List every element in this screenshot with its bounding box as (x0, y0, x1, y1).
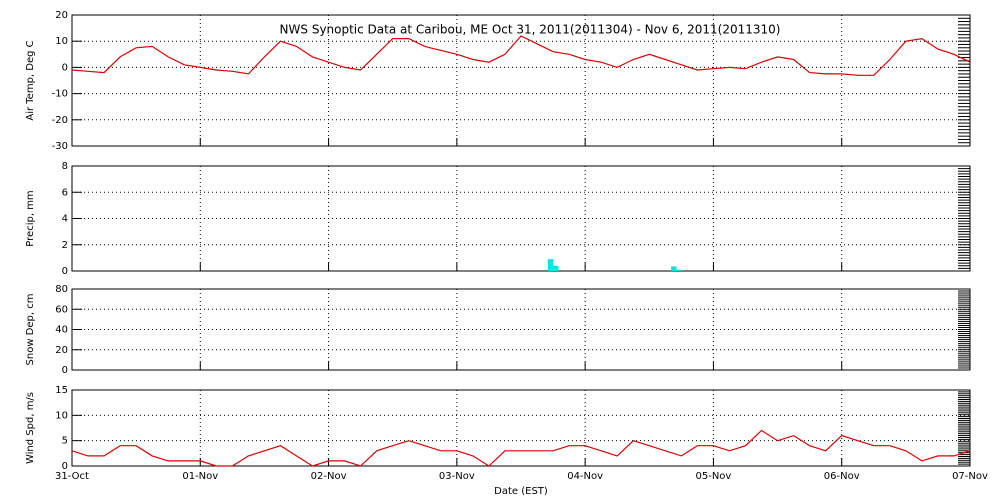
x-tick-label: 01-Nov (182, 471, 218, 482)
data-line (71, 35, 971, 76)
y-tick-label: 20 (55, 10, 68, 21)
y-tick-label: -10 (52, 89, 68, 100)
y-tick-label: 40 (55, 325, 68, 336)
y-axis-label: Snow Dep, cm (25, 294, 36, 366)
y-tick-label: -20 (52, 115, 68, 126)
y-tick-label: 15 (55, 385, 68, 396)
bar (676, 269, 682, 271)
x-tick-label: 05-Nov (695, 471, 731, 482)
x-tick-label: 06-Nov (824, 471, 860, 482)
y-tick-label: 10 (55, 410, 68, 421)
x-tick-label: 07-Nov (952, 471, 988, 482)
y-tick-label: 0 (62, 266, 68, 277)
plot-frame (71, 389, 971, 467)
y-tick-label: -30 (52, 141, 68, 152)
y-tick-label: 8 (62, 161, 68, 172)
x-tick-label: 03-Nov (439, 471, 475, 482)
y-axis-label: Wind Spd, m/s (25, 392, 36, 464)
y-tick-label: 20 (55, 345, 68, 356)
y-tick-label: 0 (62, 365, 68, 376)
data-line (71, 429, 971, 467)
x-tick-label: 04-Nov (567, 471, 603, 482)
y-axis-label: Air Temp, Deg C (25, 40, 36, 120)
y-tick-label: 60 (55, 304, 68, 315)
bar (553, 265, 559, 271)
y-tick-label: 6 (62, 187, 68, 198)
y-tick-label: 80 (55, 284, 68, 295)
y-tick-label: 0 (62, 461, 68, 472)
y-tick-label: 0 (62, 62, 68, 73)
y-tick-label: 5 (62, 436, 68, 447)
y-tick-label: 2 (62, 240, 68, 251)
x-tick-label: 02-Nov (311, 471, 347, 482)
bar (671, 266, 677, 271)
y-axis-label: Precip, mm (25, 190, 36, 246)
x-tick-label: 31-Oct (55, 471, 89, 482)
y-tick-label: 10 (55, 36, 68, 47)
y-tick-label: 4 (62, 214, 68, 225)
bar (547, 259, 554, 271)
chart-title: NWS Synoptic Data at Caribou, ME Oct 31,… (280, 23, 781, 37)
x-axis-label: Date (EST) (494, 486, 548, 497)
